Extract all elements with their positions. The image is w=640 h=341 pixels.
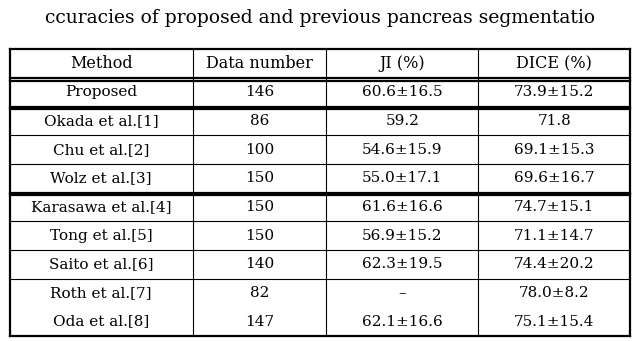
Text: 150: 150 xyxy=(245,200,274,214)
Text: DICE (%): DICE (%) xyxy=(516,55,592,72)
Text: 55.0±17.1: 55.0±17.1 xyxy=(362,171,442,186)
Text: Tong et al.[5]: Tong et al.[5] xyxy=(50,228,152,243)
Text: –: – xyxy=(399,286,406,300)
Text: Method: Method xyxy=(70,55,132,72)
Text: 75.1±15.4: 75.1±15.4 xyxy=(514,314,595,329)
Text: Karasawa et al.[4]: Karasawa et al.[4] xyxy=(31,200,172,214)
Text: 150: 150 xyxy=(245,228,274,243)
Text: 71.8: 71.8 xyxy=(538,114,572,128)
Text: Oda et al.[8]: Oda et al.[8] xyxy=(53,314,149,329)
Text: 147: 147 xyxy=(245,314,274,329)
Text: 54.6±15.9: 54.6±15.9 xyxy=(362,143,442,157)
Text: Roth et al.[7]: Roth et al.[7] xyxy=(51,286,152,300)
Text: 146: 146 xyxy=(245,85,274,100)
Text: 71.1±14.7: 71.1±14.7 xyxy=(514,228,595,243)
Text: Proposed: Proposed xyxy=(65,85,137,100)
Text: 69.1±15.3: 69.1±15.3 xyxy=(514,143,595,157)
Text: 140: 140 xyxy=(245,257,274,271)
Text: Chu et al.[2]: Chu et al.[2] xyxy=(53,143,149,157)
Text: Saito et al.[6]: Saito et al.[6] xyxy=(49,257,154,271)
Text: ccuracies of proposed and previous pancreas segmentatio: ccuracies of proposed and previous pancr… xyxy=(45,9,595,27)
Text: 69.6±16.7: 69.6±16.7 xyxy=(514,171,595,186)
Text: 74.4±20.2: 74.4±20.2 xyxy=(514,257,595,271)
Text: 82: 82 xyxy=(250,286,269,300)
Text: 60.6±16.5: 60.6±16.5 xyxy=(362,85,443,100)
Text: 62.1±16.6: 62.1±16.6 xyxy=(362,314,443,329)
Text: 78.0±8.2: 78.0±8.2 xyxy=(519,286,589,300)
Text: 62.3±19.5: 62.3±19.5 xyxy=(362,257,442,271)
Text: Wolz et al.[3]: Wolz et al.[3] xyxy=(51,171,152,186)
Text: 150: 150 xyxy=(245,171,274,186)
Text: 100: 100 xyxy=(245,143,274,157)
Text: 86: 86 xyxy=(250,114,269,128)
Text: Okada et al.[1]: Okada et al.[1] xyxy=(44,114,159,128)
Text: 61.6±16.6: 61.6±16.6 xyxy=(362,200,443,214)
Text: Data number: Data number xyxy=(206,55,313,72)
Text: 74.7±15.1: 74.7±15.1 xyxy=(514,200,595,214)
Text: 59.2: 59.2 xyxy=(385,114,419,128)
Text: JI (%): JI (%) xyxy=(380,55,425,72)
Text: 73.9±15.2: 73.9±15.2 xyxy=(514,85,595,100)
Text: 56.9±15.2: 56.9±15.2 xyxy=(362,228,442,243)
